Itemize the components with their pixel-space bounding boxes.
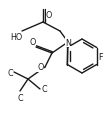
Text: C: C — [41, 85, 47, 94]
Text: HO: HO — [10, 33, 22, 42]
Text: F: F — [99, 53, 103, 62]
Text: C: C — [17, 93, 23, 102]
Text: N: N — [65, 38, 71, 47]
Text: C: C — [7, 68, 13, 77]
Text: O: O — [46, 11, 52, 20]
Text: O: O — [38, 63, 44, 72]
Text: O: O — [30, 38, 36, 47]
